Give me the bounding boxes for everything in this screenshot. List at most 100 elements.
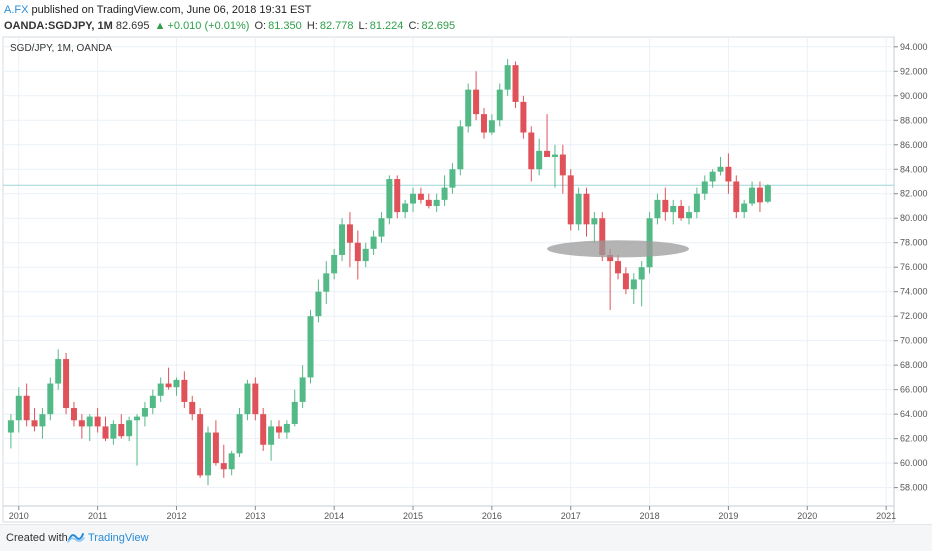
candle-body: [575, 193, 582, 225]
candle-body: [386, 179, 393, 219]
candle-body: [236, 414, 243, 454]
x-tick-label: 2015: [403, 511, 423, 521]
y-tick-label: 70.000: [900, 336, 928, 346]
candle-body: [7, 420, 14, 433]
candle-body: [678, 205, 685, 219]
candle-body: [110, 423, 117, 439]
candle-body: [126, 420, 133, 437]
candle-body: [220, 463, 227, 470]
y-tick-label: 60.000: [900, 458, 928, 468]
candle-body: [157, 383, 164, 396]
highlight-zone-ellipse: [547, 240, 689, 258]
candle-body: [559, 154, 566, 176]
candle-body: [331, 254, 338, 274]
y-tick-label: 66.000: [900, 385, 928, 395]
candle-body: [591, 218, 598, 225]
candle-body: [512, 65, 519, 102]
candle-body: [496, 89, 503, 121]
chart-title: SGD/JPY, 1M, OANDA: [10, 43, 112, 54]
close-value: 82.695: [421, 20, 456, 32]
candle-body: [181, 379, 188, 402]
candle-body: [370, 236, 377, 249]
candle-body: [354, 242, 361, 262]
y-tick-label: 82.000: [900, 189, 928, 199]
candle-body: [630, 279, 637, 290]
candle-body: [465, 89, 472, 127]
candle-body: [78, 420, 85, 427]
candle-body: [268, 426, 275, 445]
candle-body: [102, 426, 109, 439]
high-label: H:: [306, 20, 318, 32]
tradingview-brand-link[interactable]: TradingView: [88, 532, 149, 544]
y-tick-label: 78.000: [900, 238, 928, 248]
y-tick-label: 68.000: [900, 360, 928, 370]
candle-body: [378, 218, 385, 237]
candle-body: [473, 89, 480, 115]
candle-body: [260, 414, 267, 445]
candle-body: [315, 291, 322, 317]
candle-body: [488, 120, 495, 133]
close-label: C:: [408, 20, 420, 32]
candle-body: [149, 395, 156, 409]
candle-body: [244, 383, 251, 415]
created-with-text: Created with: [6, 532, 68, 544]
candle-body: [15, 395, 22, 421]
candle-body: [685, 212, 692, 219]
candle-body: [362, 248, 369, 262]
candle-body: [173, 379, 180, 388]
candle-body: [615, 261, 622, 274]
candle-body: [39, 414, 46, 427]
candle-body: [141, 408, 148, 417]
candle-body: [528, 132, 535, 170]
candle-body: [504, 65, 511, 90]
symbol-label: OANDA:SGDJPY, 1M: [4, 20, 113, 32]
x-tick-label: 2010: [9, 511, 29, 521]
y-tick-label: 62.000: [900, 434, 928, 444]
y-tick-label: 64.000: [900, 409, 928, 419]
candle-body: [733, 181, 740, 213]
y-tick-label: 74.000: [900, 287, 928, 297]
x-tick-label: 2012: [166, 511, 186, 521]
candle-body: [544, 150, 551, 158]
x-tick-label: 2019: [718, 511, 738, 521]
published-text: published on TradingView.com, June 06, 2…: [31, 4, 312, 16]
candle-body: [725, 166, 732, 182]
low-label: L:: [358, 20, 368, 32]
candle-body: [536, 150, 543, 170]
candles: [7, 59, 771, 486]
candle-body: [212, 432, 219, 464]
y-tick-label: 92.000: [900, 66, 928, 76]
publish-line: A.FX published on TradingView.com, June …: [4, 2, 457, 18]
candle-body: [63, 359, 70, 409]
candle-body: [307, 316, 314, 378]
x-tick-label: 2013: [245, 511, 265, 521]
time-axis[interactable]: 2010 2011 2012 2013 2014 2015 2016 2017 2018 2019…: [9, 506, 896, 521]
price-axis[interactable]: 58.000 60.000 62.000 64.000 66.000 68.000 70.0…: [894, 42, 928, 493]
x-tick-label: 2014: [324, 511, 344, 521]
candle-body: [197, 414, 204, 476]
candle-body: [709, 171, 716, 182]
candle-body: [449, 169, 456, 188]
candlestick-chart[interactable]: 58.000 60.000 62.000 64.000 66.000 68.000 70.0…: [0, 0, 932, 524]
low-value: 81.224: [369, 20, 404, 32]
candle-body: [55, 359, 62, 384]
candle-body: [228, 453, 235, 470]
candle-body: [47, 383, 54, 415]
candle-body: [189, 401, 196, 415]
tradingview-logo-icon[interactable]: [67, 530, 85, 544]
candle-body: [638, 267, 645, 280]
candle-body: [551, 154, 558, 158]
candle-body: [764, 185, 771, 202]
candle-body: [670, 205, 677, 213]
x-tick-label: 2016: [482, 511, 502, 521]
candle-body: [86, 416, 93, 427]
author-link[interactable]: A.FX: [4, 4, 29, 16]
candle-body: [520, 101, 527, 133]
y-tick-label: 80.000: [900, 213, 928, 223]
candle-body: [402, 203, 409, 213]
chart-header: A.FX published on TradingView.com, June …: [4, 2, 457, 34]
candle-body: [23, 395, 30, 421]
candle-body: [741, 203, 748, 213]
y-tick-label: 94.000: [900, 42, 928, 52]
candle-body: [134, 416, 141, 421]
